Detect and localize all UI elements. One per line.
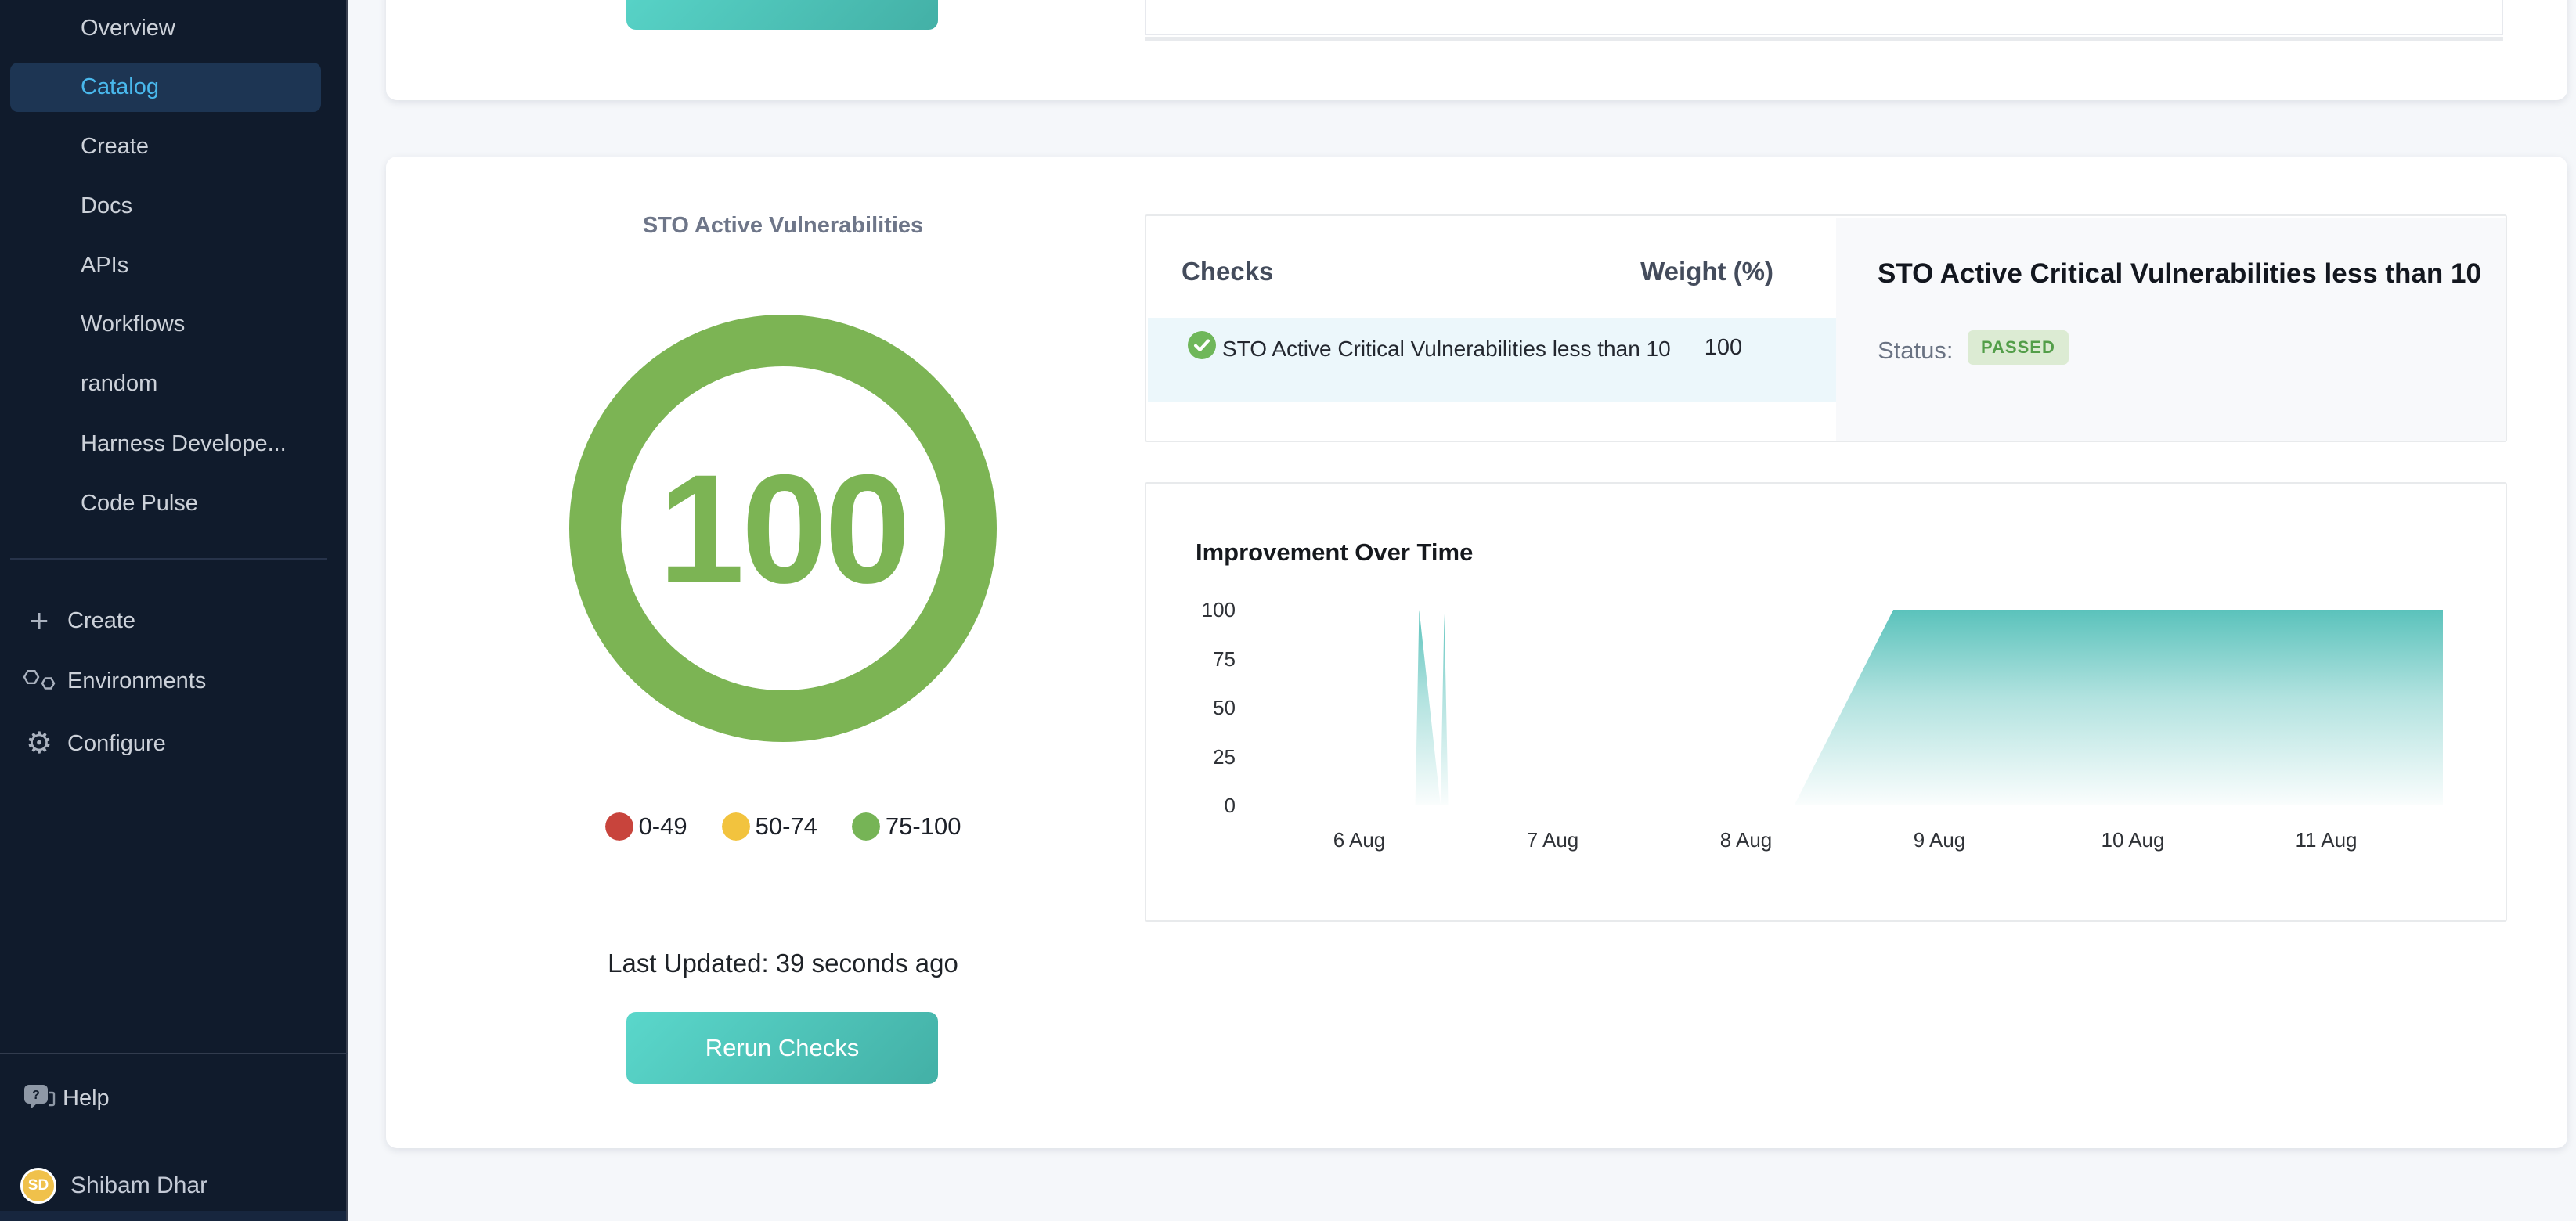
avatar: SD (20, 1168, 56, 1204)
checks-column-header: Checks (1182, 257, 1274, 286)
x-axis-label: 6 Aug (1333, 828, 1386, 852)
sidebar-action-environments[interactable]: Environments (0, 657, 348, 704)
y-axis-label: 50 (1213, 696, 1236, 719)
check-detail-title: STO Active Critical Vulnerabilities less… (1878, 258, 2481, 289)
y-axis-label: 0 (1224, 794, 1236, 817)
sidebar-action-label: Create (67, 607, 136, 633)
sidebar-divider (0, 1053, 348, 1054)
rerun-checks-button-partial[interactable] (626, 0, 938, 30)
user-name: Shibam Dhar (70, 1172, 208, 1198)
score-legend: 0-49 50-74 75-100 (386, 812, 1180, 841)
sidebar-item-label: Docs (81, 193, 133, 218)
avatar-initials: SD (27, 1177, 49, 1194)
yellow-dot-icon (721, 812, 750, 841)
sidebar-action-configure[interactable]: ⚙ Configure (0, 720, 348, 767)
score-value: 100 (658, 441, 911, 615)
check-weight: 100 (1704, 335, 1743, 360)
sidebar-item-workflows[interactable]: Workflows (0, 300, 348, 348)
sidebar-divider (10, 558, 327, 560)
sidebar-action-label: Configure (67, 730, 166, 756)
main-content: STO Active Vulnerabilities 100 0-49 50-7… (348, 0, 2576, 1221)
previous-card (386, 0, 2567, 100)
sidebar-action-create[interactable]: + Create (0, 597, 348, 644)
sidebar-item-create[interactable]: Create (0, 122, 348, 171)
x-axis-label: 11 Aug (2295, 828, 2358, 852)
panel-remnant-shadow (1145, 37, 2503, 41)
x-axis-label: 9 Aug (1913, 828, 1966, 852)
sidebar-help[interactable]: ? Help (0, 1075, 348, 1122)
red-dot-icon (604, 812, 633, 841)
gear-icon: ⚙ (25, 727, 53, 760)
user-chip[interactable]: SD Shibam Dhar (20, 1168, 207, 1204)
sidebar-bottom-strip (0, 1211, 346, 1221)
y-axis-label: 75 (1213, 647, 1236, 671)
plus-icon: + (29, 602, 49, 639)
sidebar-item-overview[interactable]: Overview (0, 4, 348, 52)
help-chat-icon: ? (22, 1083, 56, 1113)
sidebar-item-label: Harness Develope... (81, 430, 287, 456)
x-axis-label: 7 Aug (1526, 828, 1579, 852)
x-axis-label: 8 Aug (1719, 828, 1773, 852)
legend-item-high: 75-100 (851, 812, 961, 841)
legend-label: 75-100 (885, 812, 961, 840)
chart-title: Improvement Over Time (1196, 538, 1474, 566)
score-gauge: 100 (569, 315, 997, 742)
help-label: Help (63, 1085, 110, 1111)
sidebar-item-harness-developer[interactable]: Harness Develope... (0, 420, 348, 468)
sidebar-item-label: Code Pulse (81, 490, 198, 516)
weight-column-header: Weight (%) (1640, 257, 1773, 286)
sidebar-item-label: APIs (81, 252, 129, 278)
checks-panel: Checks Weight (%) STO Active Critical Vu… (1145, 214, 2507, 442)
check-name: STO Active Critical Vulnerabilities less… (1222, 337, 1671, 361)
sidebar-action-label: Environments (67, 668, 207, 693)
scorecard-card: STO Active Vulnerabilities 100 0-49 50-7… (386, 157, 2567, 1148)
sidebar-item-apis[interactable]: APIs (0, 241, 348, 290)
y-axis-label: 25 (1213, 745, 1236, 769)
score-ring-icon (569, 315, 997, 742)
improvement-chart-panel: Improvement Over Time 100 75 50 25 0 6 A… (1145, 482, 2507, 922)
sidebar-item-label: Workflows (81, 311, 186, 337)
check-passed-icon (1188, 331, 1216, 359)
last-updated-text: Last Updated: 39 seconds ago (608, 949, 958, 978)
sidebar-item-code-pulse[interactable]: Code Pulse (0, 479, 348, 528)
sidebar-item-catalog[interactable]: Catalog (10, 63, 321, 112)
y-axis-label: 100 (1201, 598, 1236, 621)
scorecard-title: STO Active Vulnerabilities (642, 213, 924, 238)
check-row[interactable]: STO Active Critical Vulnerabilities less… (1148, 318, 1836, 402)
legend-label: 50-74 (755, 812, 817, 840)
status-label: Status: (1878, 337, 1954, 364)
green-dot-icon (851, 812, 880, 841)
sidebar-item-label: random (81, 370, 158, 396)
legend-item-low: 0-49 (604, 812, 687, 841)
sidebar-item-label: Create (81, 133, 150, 159)
x-axis-label: 10 Aug (2101, 828, 2165, 852)
panel-remnant (1145, 0, 2503, 35)
sidebar: Overview Catalog Create Docs APIs Workfl… (0, 0, 348, 1221)
legend-label: 0-49 (638, 812, 687, 840)
sidebar-item-random[interactable]: random (0, 359, 348, 408)
status-badge: PASSED (1968, 330, 2069, 365)
rerun-checks-button[interactable]: Rerun Checks (626, 1012, 938, 1084)
svg-text:?: ? (32, 1089, 40, 1102)
hexagons-icon (22, 667, 56, 695)
sidebar-item-label: Overview (81, 15, 175, 41)
area-chart-svg (1249, 610, 2443, 805)
check-detail-panel: STO Active Critical Vulnerabilities less… (1836, 218, 2506, 441)
legend-item-mid: 50-74 (721, 812, 817, 841)
sidebar-item-docs[interactable]: Docs (0, 182, 348, 230)
sidebar-item-label: Catalog (81, 74, 159, 99)
